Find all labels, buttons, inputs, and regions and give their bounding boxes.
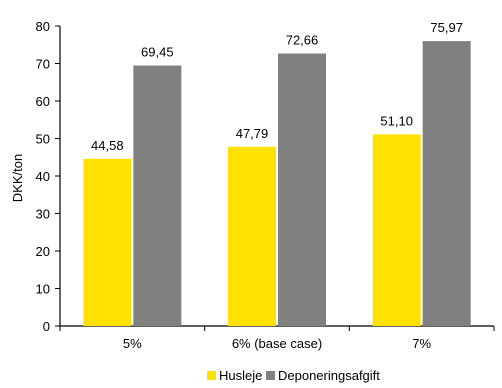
y-tick-label: 70 [36,57,50,72]
legend-swatch [266,371,275,380]
legend-swatch [207,371,216,380]
data-label: 44,58 [91,138,124,153]
x-tick-label: 7% [412,336,431,351]
data-label: 51,10 [380,113,413,128]
bar [83,158,132,326]
x-tick-label: 5% [123,336,142,351]
data-label: 47,79 [236,126,269,141]
bar [278,53,326,327]
y-tick-label: 10 [36,282,50,297]
bar [372,134,421,326]
y-tick-label: 50 [36,132,50,147]
bars [83,41,471,327]
axes: 0 10 20 30 40 50 60 70 80 5% 6% (base case) 7% [36,19,495,351]
data-label: 75,97 [430,20,463,35]
bar [228,146,276,326]
x-tick-label: 6% (base case) [232,336,322,351]
y-tick-label: 30 [36,207,50,222]
data-label: 69,45 [141,45,174,60]
bar [422,41,471,327]
y-tick-label: 60 [36,94,50,109]
y-axis-title: DKK/ton [10,154,25,202]
y-tick-label: 0 [43,319,50,334]
legend-label: Husleje [219,368,262,383]
legend-label: Deponeringsafgift [278,368,380,383]
y-tick-label: 80 [36,19,50,34]
legend: Husleje Deponeringsafgift [207,368,380,383]
data-label: 72,66 [286,33,319,48]
y-tick-label: 40 [36,169,50,184]
bar [133,65,182,326]
data-labels: 44,58 69,45 47,79 72,66 51,10 75,97 [91,20,463,153]
y-tick-label: 20 [36,244,50,259]
